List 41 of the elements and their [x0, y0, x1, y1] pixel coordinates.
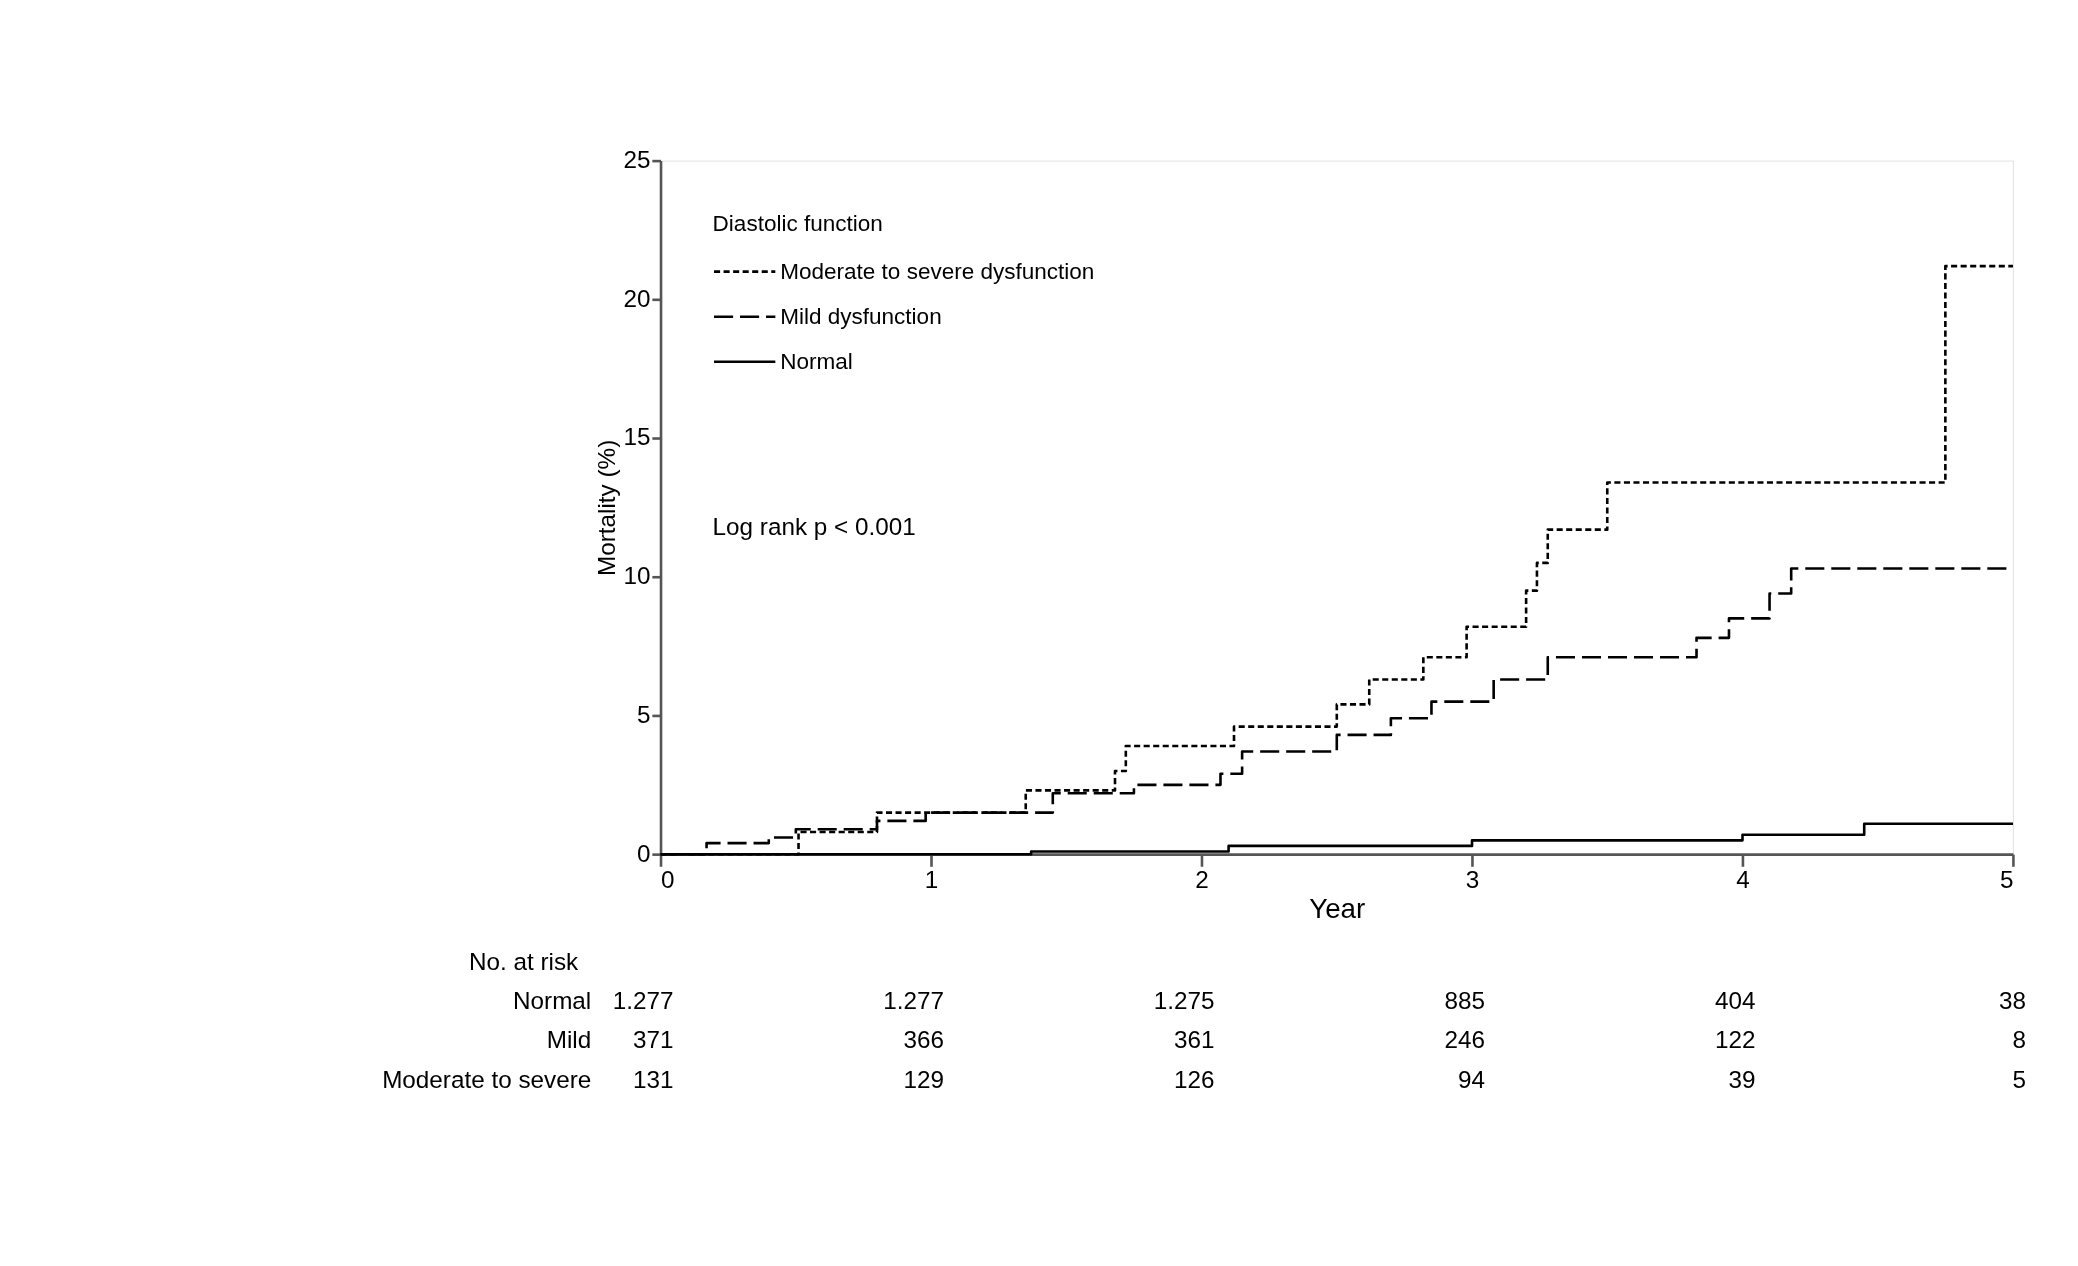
text: 126	[1174, 1066, 1215, 1094]
y-tick-label: 0	[637, 839, 651, 867]
text: 122	[1715, 1026, 1756, 1054]
text: 361	[1174, 1026, 1215, 1054]
y-tick-label: 20	[623, 284, 651, 312]
text: 404	[1715, 986, 1756, 1014]
y-tick-label: 25	[623, 146, 651, 174]
x-tick-label: 3	[1465, 865, 1480, 893]
text: Mild	[546, 1026, 592, 1054]
text: 246	[1444, 1026, 1486, 1054]
text: 129	[903, 1066, 945, 1094]
legend-label: Moderate to severe dysfunction	[780, 258, 1095, 284]
x-tick-label: 0	[661, 865, 675, 893]
text: 94	[1458, 1066, 1486, 1094]
text: 38	[1998, 986, 2026, 1014]
legend-title: Diastolic function	[712, 210, 883, 236]
text: 131	[633, 1066, 674, 1094]
y-tick-label: 5	[637, 700, 651, 728]
x-tick-label: 5	[1999, 865, 2014, 893]
legend-label: Normal	[780, 348, 853, 374]
text: 1.275	[1153, 986, 1215, 1014]
text: Normal	[513, 986, 592, 1014]
text: 1.277	[612, 986, 674, 1014]
x-tick-label: 4	[1736, 865, 1750, 893]
x-tick-label: 2	[1195, 865, 1209, 893]
annotation: Log rank p < 0.001	[712, 513, 916, 541]
legend-label: Mild dysfunction	[780, 303, 942, 329]
x-tick-label: 1	[924, 865, 939, 893]
text: 885	[1444, 986, 1486, 1014]
text: 366	[903, 1026, 945, 1054]
text: 39	[1728, 1066, 1756, 1094]
y-tick-label: 10	[623, 562, 651, 590]
text: No. at risk	[469, 947, 580, 975]
y-tick-label: 15	[623, 423, 651, 451]
text: 1.277	[883, 986, 945, 1014]
text: Moderate to severe	[382, 1066, 592, 1094]
text: 371	[633, 1026, 674, 1054]
x-axis-title: Year	[1309, 892, 1366, 924]
y-axis-title: Mortality (%)	[592, 439, 620, 576]
text: 5	[2012, 1066, 2026, 1094]
text: 8	[2012, 1026, 2026, 1054]
